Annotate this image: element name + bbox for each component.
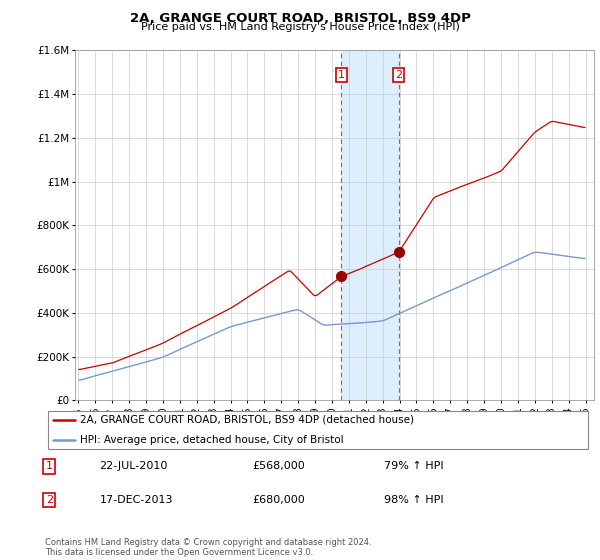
Text: £568,000: £568,000 (253, 461, 305, 472)
Text: 22-JUL-2010: 22-JUL-2010 (100, 461, 168, 472)
Text: 2A, GRANGE COURT ROAD, BRISTOL, BS9 4DP: 2A, GRANGE COURT ROAD, BRISTOL, BS9 4DP (130, 12, 470, 25)
Bar (341, 50, 399, 400)
Text: Contains HM Land Registry data © Crown copyright and database right 2024.
This d: Contains HM Land Registry data © Crown c… (45, 538, 371, 557)
Text: 2: 2 (46, 495, 53, 505)
Text: 2A, GRANGE COURT ROAD, BRISTOL, BS9 4DP (detached house): 2A, GRANGE COURT ROAD, BRISTOL, BS9 4DP … (80, 415, 415, 424)
FancyBboxPatch shape (48, 411, 588, 449)
Text: 1: 1 (338, 70, 345, 80)
Text: 2: 2 (395, 70, 403, 80)
Text: Price paid vs. HM Land Registry's House Price Index (HPI): Price paid vs. HM Land Registry's House … (140, 22, 460, 32)
Text: HPI: Average price, detached house, City of Bristol: HPI: Average price, detached house, City… (80, 435, 344, 445)
Text: £680,000: £680,000 (253, 495, 305, 505)
Text: 1: 1 (46, 461, 53, 472)
Text: 17-DEC-2013: 17-DEC-2013 (100, 495, 173, 505)
Text: 98% ↑ HPI: 98% ↑ HPI (383, 495, 443, 505)
Text: 79% ↑ HPI: 79% ↑ HPI (383, 461, 443, 472)
